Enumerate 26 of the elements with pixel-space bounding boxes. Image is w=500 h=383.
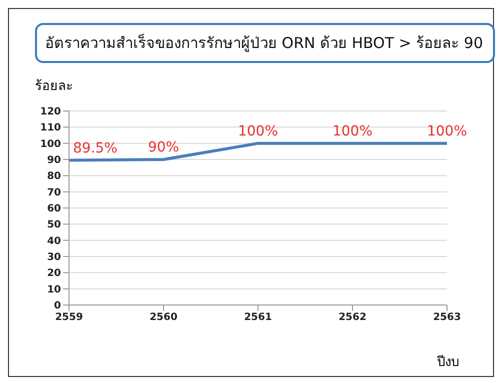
x-axis-title: ปีงบ <box>437 354 459 372</box>
y-tick-label: 0 <box>54 300 62 312</box>
y-tick-label: 100 <box>40 138 62 150</box>
x-tick-label: 2563 <box>433 312 461 324</box>
x-tick-label: 2561 <box>244 312 272 324</box>
x-tick-label: 2560 <box>150 312 178 324</box>
data-label: 90% <box>148 140 180 156</box>
x-tick-label: 2559 <box>55 312 83 324</box>
x-tick-label: 2562 <box>338 312 366 324</box>
y-tick-label: 60 <box>47 204 62 215</box>
y-tick-label: 120 <box>40 106 62 118</box>
y-tick-label: 50 <box>47 220 62 231</box>
chart-title: อัตราความสำเร็จของการรักษาผู้ป่วย ORN ด้วย HBOT > ร้อยละ 90 <box>35 23 495 63</box>
y-tick-label: 90 <box>47 155 62 166</box>
y-tick-label: 10 <box>47 284 62 296</box>
y-tick-label: 70 <box>47 187 62 198</box>
data-label: 100% <box>238 123 278 140</box>
y-tick-label: 20 <box>47 268 62 280</box>
y-tick-label: 110 <box>40 122 62 134</box>
data-label: 100% <box>332 123 373 140</box>
data-label: 89.5% <box>73 140 118 156</box>
y-axis-title: ร้อยละ <box>35 78 73 96</box>
y-tick-label: 30 <box>47 252 62 264</box>
y-tick-label: 40 <box>47 236 62 247</box>
data-label: 100% <box>426 123 468 140</box>
y-tick-label: 80 <box>47 171 62 182</box>
